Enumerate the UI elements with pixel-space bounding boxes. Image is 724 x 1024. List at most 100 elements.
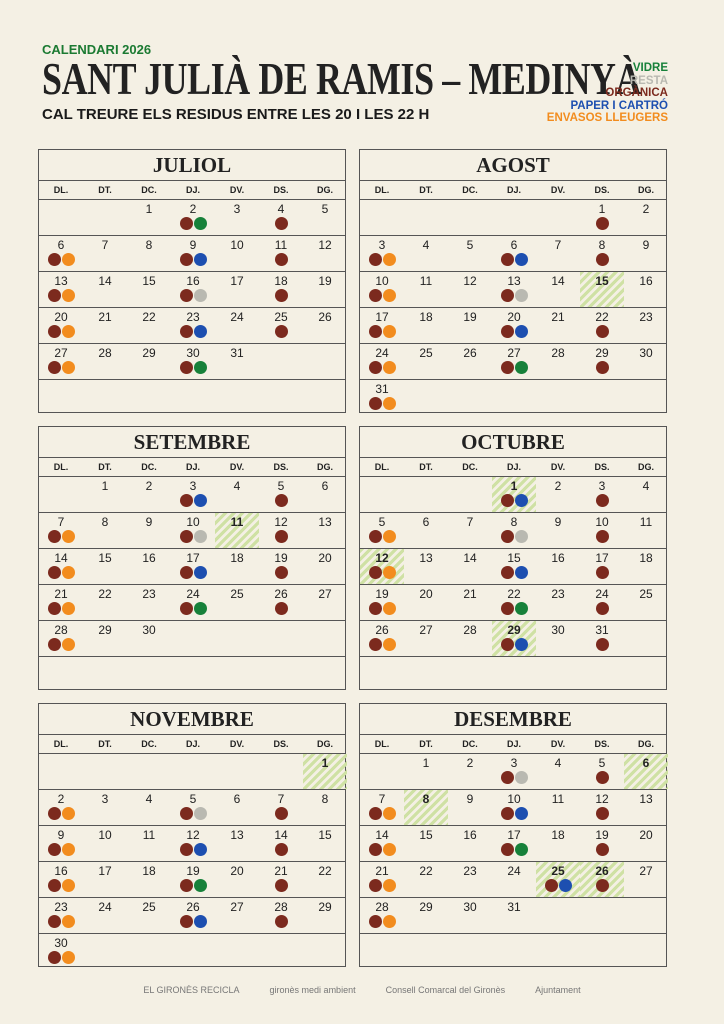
waste-dots — [39, 807, 83, 820]
day-cell: 28 — [360, 898, 404, 933]
waste-dots — [39, 602, 83, 615]
day-cell: 13 — [404, 549, 448, 584]
day-number: 8 — [598, 238, 606, 252]
day-number: 27 — [507, 346, 521, 360]
day-number: 26 — [595, 864, 609, 878]
waste-dot — [368, 325, 382, 338]
waste-dot — [558, 879, 572, 892]
waste-dots — [580, 638, 624, 651]
day-cell: 4 — [536, 754, 580, 789]
day-number: 5 — [189, 792, 197, 806]
day-cell: 14 — [83, 272, 127, 307]
day-cell: 26 — [448, 344, 492, 379]
week-row: 10 11 12 13 14 15 16 — [360, 271, 666, 308]
day-number: 21 — [551, 310, 565, 324]
weekday: DT. — [419, 739, 433, 749]
waste-dot — [514, 602, 528, 615]
subtitle: CALENDARI 2026 — [42, 42, 152, 57]
weekday: DS. — [273, 185, 289, 195]
waste-dot — [514, 253, 528, 266]
waste-dots — [259, 807, 303, 820]
waste-dot — [368, 638, 382, 651]
waste-dots — [259, 566, 303, 579]
day-number: 9 — [554, 515, 562, 529]
waste-dot — [47, 325, 61, 338]
day-number: 19 — [274, 551, 288, 565]
day-number: 17 — [375, 310, 389, 324]
month-name: OCTUBRE — [360, 427, 666, 458]
day-cell: 5 — [303, 200, 347, 235]
day-cell: 31 — [360, 380, 404, 415]
waste-dots — [492, 530, 536, 543]
weekday: DG. — [637, 462, 654, 472]
day-number: 7 — [277, 792, 285, 806]
day-number: 30 — [551, 623, 565, 637]
week-row: 13 14 15 16 17 18 19 — [39, 271, 345, 308]
waste-dot — [368, 253, 382, 266]
weekday: DJ. — [506, 462, 521, 472]
day-cell: 10 — [492, 790, 536, 825]
day-cell: 29 — [404, 898, 448, 933]
day-cell: 5 — [171, 790, 215, 825]
day-number: 21 — [54, 587, 68, 601]
waste-dot — [179, 217, 193, 230]
day-cell: 23 — [536, 585, 580, 620]
day-number: 4 — [422, 238, 430, 252]
week-row: 6 7 8 9 10 11 12 — [39, 235, 345, 272]
legend-item: PAPER I CARTRÓ — [570, 99, 668, 112]
waste-dots — [171, 217, 215, 230]
day-cell: 6 — [404, 513, 448, 548]
waste-dot — [500, 566, 514, 579]
waste-dot — [193, 361, 207, 374]
day-cell: 6 — [624, 754, 668, 789]
day-cell: 11 — [536, 790, 580, 825]
day-number: 4 — [233, 479, 241, 493]
logo: Ajuntament — [535, 985, 581, 995]
waste-dots — [360, 879, 404, 892]
day-number: 9 — [57, 828, 65, 842]
day-number: 18 — [419, 310, 433, 324]
day-cell: 31 — [492, 898, 536, 933]
day-number: 14 — [463, 551, 477, 565]
waste-dots — [39, 843, 83, 856]
day-number: 13 — [507, 274, 521, 288]
waste-dot — [193, 217, 207, 230]
weekday: DV. — [550, 185, 566, 195]
weekday: DC. — [141, 462, 157, 472]
day-number: 23 — [463, 864, 477, 878]
day-cell: 19 — [259, 549, 303, 584]
day-number: 12 — [463, 274, 477, 288]
day-number: 23 — [142, 587, 156, 601]
day-cell: 27 — [404, 621, 448, 656]
week-row: 5 6 7 8 9 10 11 — [360, 512, 666, 549]
day-number: 22 — [318, 864, 332, 878]
day-number: 22 — [595, 310, 609, 324]
day-cell: 28 — [448, 621, 492, 656]
waste-dots — [492, 253, 536, 266]
day-number: 10 — [230, 238, 244, 252]
waste-dots — [360, 289, 404, 302]
day-cell: 2 — [624, 200, 668, 235]
weekday: DC. — [462, 462, 478, 472]
day-cell: 29 — [580, 344, 624, 379]
day-number: 8 — [101, 515, 109, 529]
day-number: 5 — [598, 756, 606, 770]
day-number: 13 — [639, 792, 653, 806]
day-cell: 9 — [39, 826, 83, 861]
waste-dot — [368, 530, 382, 543]
day-cell: 2 — [448, 754, 492, 789]
day-number: 2 — [642, 202, 650, 216]
week-row — [39, 656, 345, 693]
day-cell: 9 — [624, 236, 668, 271]
day-cell: 24 — [580, 585, 624, 620]
day-number: 1 — [598, 202, 606, 216]
day-cell: 18 — [536, 826, 580, 861]
waste-dot — [61, 879, 75, 892]
day-number: 2 — [189, 202, 197, 216]
day-cell: 19 — [580, 826, 624, 861]
weekday: DL. — [374, 462, 390, 472]
day-cell: 25 — [404, 344, 448, 379]
day-number: 11 — [639, 515, 653, 529]
day-number: 14 — [98, 274, 112, 288]
waste-dot — [47, 638, 61, 651]
